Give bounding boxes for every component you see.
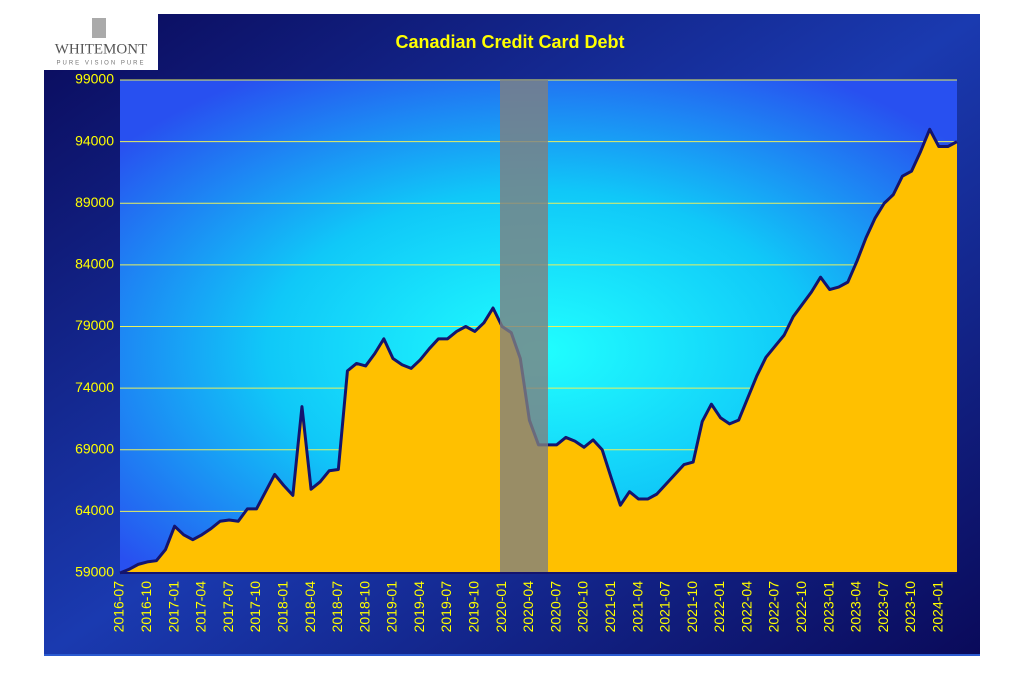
x-tick-label: 2021-01 bbox=[602, 581, 618, 633]
y-tick-label: 94000 bbox=[75, 132, 114, 148]
x-tick-label: 2022-01 bbox=[711, 581, 727, 633]
y-tick-label: 59000 bbox=[75, 564, 114, 580]
x-tick-label: 2017-10 bbox=[247, 581, 263, 633]
x-tick-label: 2022-10 bbox=[793, 581, 809, 633]
x-tick-label: 2022-07 bbox=[766, 581, 782, 633]
y-tick-label: 64000 bbox=[75, 502, 114, 518]
x-tick-label: 2019-10 bbox=[466, 581, 482, 633]
x-tick-label: 2018-10 bbox=[356, 581, 372, 633]
x-tick-label: 2024-01 bbox=[930, 581, 946, 633]
y-tick-label: 84000 bbox=[75, 256, 114, 272]
x-tick-label: 2023-10 bbox=[902, 581, 918, 633]
x-tick-label: 2020-07 bbox=[547, 581, 563, 633]
x-tick-label: 2019-07 bbox=[438, 581, 454, 633]
x-tick-label: 2017-04 bbox=[193, 581, 209, 633]
x-tick-label: 2021-07 bbox=[657, 581, 673, 633]
chart-title: Canadian Credit Card Debt bbox=[395, 32, 624, 52]
logo-name: WHITEMONT bbox=[55, 41, 147, 57]
x-tick-label: 2018-07 bbox=[329, 581, 345, 633]
x-tick-label: 2017-07 bbox=[220, 581, 236, 633]
x-tick-label: 2019-04 bbox=[411, 581, 427, 633]
x-tick-label: 2017-01 bbox=[165, 581, 181, 633]
y-tick-label: 89000 bbox=[75, 194, 114, 210]
x-tick-label: 2023-07 bbox=[875, 581, 891, 633]
x-tick-label: 2018-01 bbox=[274, 581, 290, 633]
x-tick-label: 2020-04 bbox=[520, 581, 536, 633]
logo-icon bbox=[92, 18, 106, 38]
x-tick-label: 2016-10 bbox=[138, 581, 154, 633]
y-tick-label: 99000 bbox=[75, 71, 114, 87]
y-tick-label: 79000 bbox=[75, 317, 114, 333]
x-tick-label: 2016-07 bbox=[111, 581, 127, 633]
y-tick-label: 69000 bbox=[75, 440, 114, 456]
x-tick-label: 2022-04 bbox=[738, 581, 754, 633]
x-tick-label: 2020-01 bbox=[493, 581, 509, 633]
x-tick-label: 2023-04 bbox=[848, 581, 864, 633]
y-tick-label: 74000 bbox=[75, 379, 114, 395]
x-tick-label: 2018-04 bbox=[302, 581, 318, 633]
x-tick-label: 2020-10 bbox=[575, 581, 591, 633]
logo-tagline: PURE VISION PURE bbox=[56, 61, 145, 67]
area-fill bbox=[120, 129, 957, 574]
x-tick-label: 2019-01 bbox=[384, 581, 400, 633]
shaded-period bbox=[500, 80, 548, 573]
x-tick-label: 2021-10 bbox=[684, 581, 700, 633]
x-tick-label: 2023-01 bbox=[820, 581, 836, 633]
x-tick-label: 2021-04 bbox=[629, 581, 645, 633]
